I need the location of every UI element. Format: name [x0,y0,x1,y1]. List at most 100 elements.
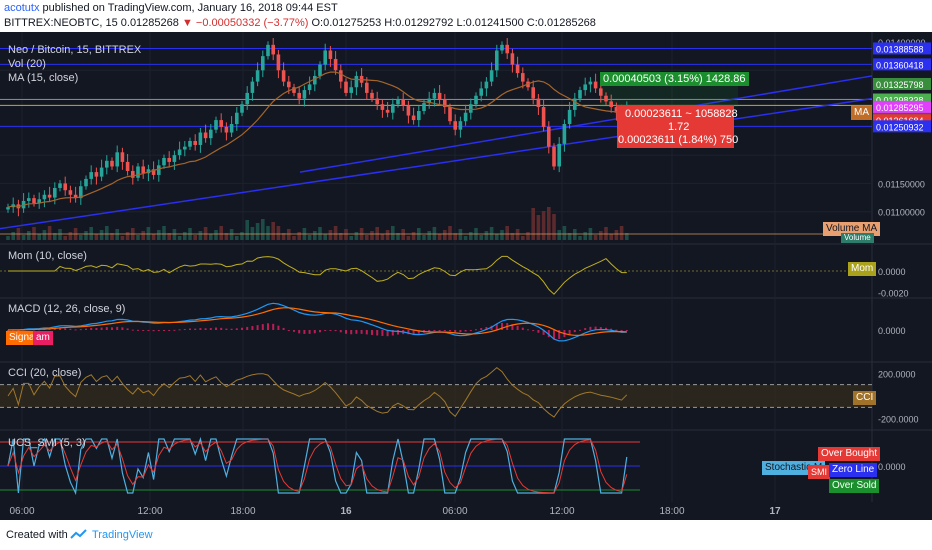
indicator-lines [0,255,872,496]
volume-bar [557,230,561,240]
candle-body [489,70,494,82]
volume-bar [521,236,525,240]
mom-tick-label: -0.0020 [878,289,909,299]
cci-band [0,384,872,408]
volume-bar [614,230,619,240]
macd-histogram-bar [579,329,581,331]
candle-body [79,186,83,199]
chart-title: Neo / Bitcoin, 15, BITTREX [8,44,142,56]
macd-histogram-bar [443,330,446,331]
macd-histogram-bar [542,330,545,335]
chart-area[interactable]: 0.014000000.011500000.011000000.01388588… [0,32,932,520]
macd-histogram-bar [293,330,295,332]
tradingview-link[interactable]: TradingView [92,529,153,541]
candle-body [255,70,260,82]
volume-bar [281,233,286,240]
candle-body [281,70,286,82]
macd-histogram-bar [282,327,285,330]
candle-body [224,126,229,133]
macd-histogram-bar [241,327,243,330]
candle-body [32,198,36,204]
overbought-tag: Over Bought [818,447,881,461]
macd-histogram-bar [329,330,332,331]
candle-body [344,81,348,93]
volume-bar [406,236,411,240]
macd-histogram-bar [599,327,602,330]
volume-bar [349,236,353,240]
candle-body [115,152,119,167]
ma-legend: MA (15, close) [8,72,79,84]
cci-tick-label: 200.0000 [878,369,916,379]
macd-histogram-bar [168,330,171,331]
candle-body [531,87,535,99]
macd-histogram-bar [64,328,67,330]
candle-body [89,172,93,179]
candle-body [593,81,598,89]
candle-body [297,92,301,99]
volume-bar [479,235,483,240]
candle-body [432,92,437,99]
candle-body [141,166,145,174]
candle-body [229,124,234,133]
candle-body [157,165,161,175]
macd-histogram-bar [235,328,238,330]
candle-body [271,44,275,55]
macd-histogram-bar [142,330,145,331]
volume-bar [437,234,442,240]
candle-body [474,95,478,105]
macd-series-line [7,302,627,342]
macd-histogram-bar [277,325,280,330]
candle-body [167,157,171,162]
macd-tick-label: 0.0000 [878,326,906,336]
macd-histogram-bar [225,328,228,330]
candle-body [521,73,525,82]
candle-body [385,109,390,113]
macd-histogram-bar [495,323,498,330]
macd-histogram-bar [620,330,623,331]
macd-histogram-bar [199,328,202,330]
candle-body [47,194,52,198]
candle-body [58,183,62,188]
macd-histogram-bar [324,330,327,331]
macd-histogram-bar [391,330,394,336]
measure-gain-zone [600,84,738,108]
volume-bar [99,230,104,240]
macd-histogram-bar [313,330,316,334]
mom-series-line [8,255,627,295]
macd-histogram-bar [178,329,181,331]
volume-bar [599,231,603,240]
macd-histogram-bar [459,330,462,333]
time-tick-label: 06:00 [9,506,34,517]
candle-body [120,152,125,162]
macd-histogram-bar [189,328,191,330]
volume-bar [6,236,10,240]
volume-bar [110,233,114,240]
smi-tag: SMI [808,465,831,479]
trend-line-lower [0,97,873,230]
volume-bar [209,234,213,240]
candle-body [609,101,613,108]
volume-bar [167,233,171,240]
candle-body [495,50,499,71]
histogram-tag: am [33,331,53,345]
candle-body [94,172,99,177]
candle-body [515,64,520,74]
candle-body [578,90,582,99]
macd-histogram-bar [48,328,51,330]
volume-bar [42,230,47,240]
signal-series-line [8,307,627,336]
macd-histogram-bar [350,330,353,335]
candle-body [193,141,197,145]
volume-bar [354,232,359,240]
candle-body [266,44,270,57]
macd-histogram-bar [220,327,223,330]
author-link[interactable]: acotutx [4,2,40,14]
smi-tick-label: 0.0000 [878,462,906,472]
macd-histogram-bar [365,330,368,335]
last-price: 0.01285268 [120,17,179,29]
macd-histogram-bar [480,328,483,330]
macd-histogram-bar [334,330,337,332]
volume-bar [526,232,530,240]
trend-line-upper [299,75,873,173]
candle-body [219,120,223,127]
